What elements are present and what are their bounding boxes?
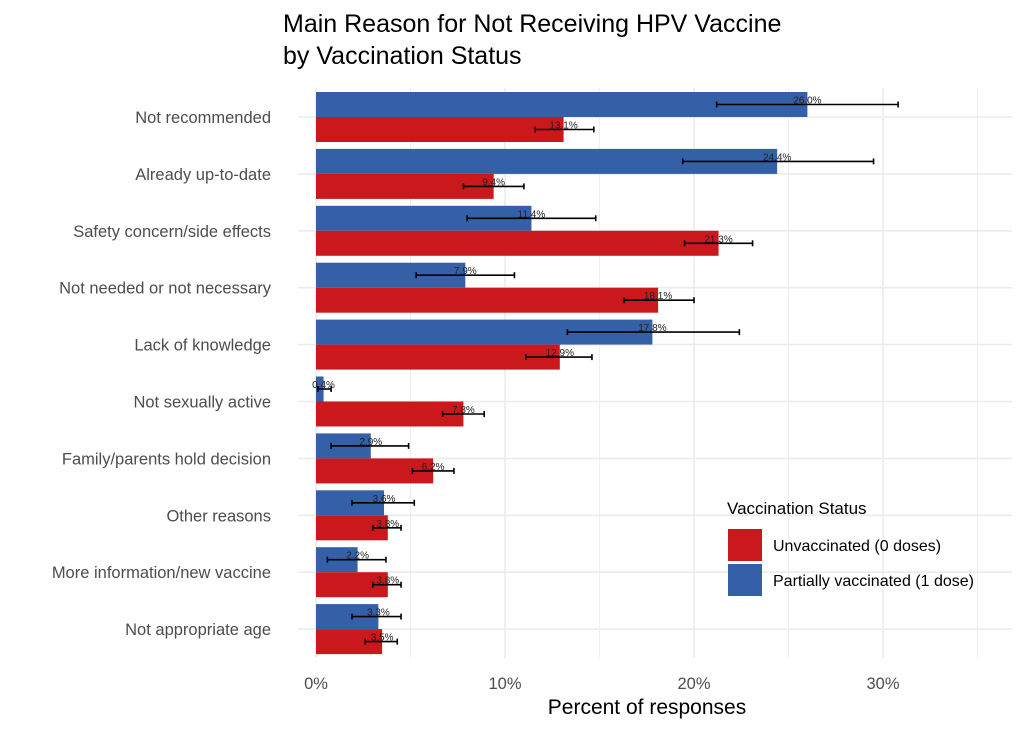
data-label: 7.9% [454,266,477,277]
data-label: 3.5% [371,633,394,644]
legend-swatch [728,529,762,561]
legend-label: Unvaccinated (0 doses) [773,538,941,555]
y-tick-label: Not appropriate age [125,621,271,639]
data-label: 17.8% [638,323,666,334]
bars [316,92,808,655]
x-tick-label: 10% [488,675,521,693]
legend-title: Vaccination Status [727,499,867,518]
data-label: 3.3% [367,608,390,619]
data-label: 13.1% [549,121,577,132]
y-tick-label: Not recommended [135,109,271,127]
x-tick-label: 20% [677,675,710,693]
y-tick-label: Already up-to-date [135,166,271,184]
data-label: 7.8% [452,405,475,416]
bar [316,401,464,427]
y-tick-label: Other reasons [166,507,271,525]
y-tick-label: More information/new vaccine [52,564,271,582]
data-label: 6.2% [422,462,445,473]
bar [316,287,659,313]
data-label: 12.9% [546,348,574,359]
bar [316,230,719,256]
y-tick-label: Lack of knowledge [134,337,271,355]
x-tick-label: 0% [304,675,328,693]
legend-swatch [728,564,762,596]
data-labels: 26.0% 13.1% 24.4% 9.4% 11.4% 21.3% 7.9% 18.1% 17… [312,96,822,644]
y-tick-label: Safety concern/side effects [73,223,271,241]
data-label: 3.8% [376,576,399,587]
bar [316,344,560,370]
data-label: 9.4% [482,177,505,188]
data-label: 11.4% [518,209,546,220]
x-axis-ticks: 0% 10% 20% 30% [304,675,900,693]
data-label: 18.1% [644,291,672,302]
legend-label: Partially vaccinated (1 dose) [773,573,974,590]
legend: Vaccination Status Unvaccinated (0 doses… [727,499,974,596]
chart-title: Main Reason for Not Receiving HPV Vaccin… [283,10,781,38]
bar [316,117,564,142]
data-label: 26.0% [793,96,821,107]
data-label: 21.3% [704,234,732,245]
data-label: 2.2% [346,551,369,562]
error-bars [317,101,899,645]
y-tick-label: Not sexually active [133,394,271,412]
data-label: 24.4% [763,152,791,163]
data-label: 3.8% [376,519,399,530]
data-label: 2.9% [359,437,382,448]
y-axis-ticks: Not recommended Already up-to-date Safety … [52,109,272,639]
x-axis-label: Percent of responses [548,696,746,719]
x-tick-label: 30% [866,675,899,693]
data-label: 0.4% [312,380,335,391]
data-label: 3.6% [373,494,396,505]
chart-subtitle: by Vaccination Status [283,42,522,70]
y-tick-label: Family/parents hold decision [62,450,271,468]
y-tick-label: Not needed or not necessary [59,280,272,298]
